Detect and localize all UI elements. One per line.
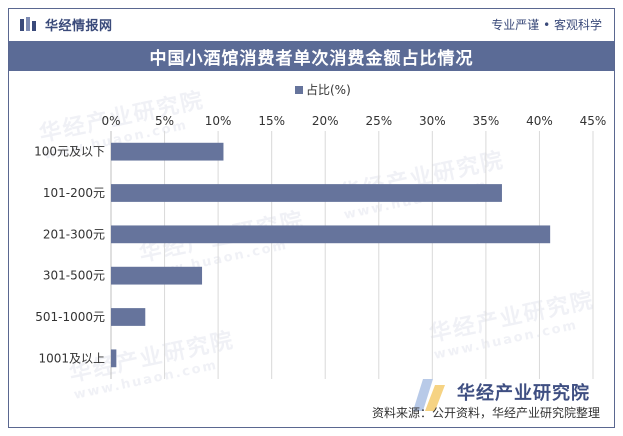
- y-tick-label: 301-500元: [43, 269, 105, 283]
- header-bar: 华经情报网 专业严谨 • 客观科学: [9, 9, 614, 39]
- footer-logo-icon: [413, 379, 445, 411]
- x-tick-label: 45%: [580, 114, 607, 128]
- brand-logo-icon: [20, 17, 36, 31]
- bar: [111, 266, 203, 285]
- bar: [111, 349, 117, 368]
- brand: 华经情报网: [19, 15, 113, 34]
- x-tick-label: 5%: [155, 114, 174, 128]
- x-tick-label: 15%: [258, 114, 285, 128]
- footer-logo-name: 华经产业研究院: [457, 383, 590, 404]
- y-tick-label: 101-200元: [43, 186, 105, 200]
- x-tick-label: 20%: [312, 114, 339, 128]
- bar: [111, 225, 551, 244]
- y-tick-label: 100元及以下: [34, 145, 105, 159]
- y-tick-label: 1001及以上: [38, 351, 105, 365]
- legend-swatch: [295, 86, 303, 94]
- legend-label: 占比(%): [306, 82, 351, 97]
- bar: [111, 308, 146, 326]
- slogan: 专业严谨 • 客观科学: [491, 17, 602, 32]
- chart-frame: 华经情报网 专业严谨 • 客观科学 中国小酒馆消费者单次消费金额占比情况 华经产…: [8, 8, 615, 428]
- brand-name: 华经情报网: [45, 18, 113, 34]
- x-tick-label: 25%: [365, 114, 392, 128]
- chart-title: 中国小酒馆消费者单次消费金额占比情况: [9, 41, 614, 71]
- x-tick-label: 0%: [101, 114, 120, 128]
- bar-chart: 占比(%) 0% 5% 10% 15% 20% 25% 30% 35% 40% 45% 100元及以下…: [34, 82, 607, 379]
- x-tick-label: 30%: [419, 114, 446, 128]
- x-tick-label: 10%: [205, 114, 232, 128]
- y-tick-label: 201-300元: [43, 227, 105, 241]
- bar: [111, 184, 502, 202]
- x-tick-label: 35%: [473, 114, 500, 128]
- source-note: 资料来源：公开资料，华经产业研究院整理: [371, 406, 600, 420]
- bar: [111, 142, 224, 161]
- x-tick-label: 40%: [526, 114, 553, 128]
- y-tick-label: 501-1000元: [35, 310, 105, 324]
